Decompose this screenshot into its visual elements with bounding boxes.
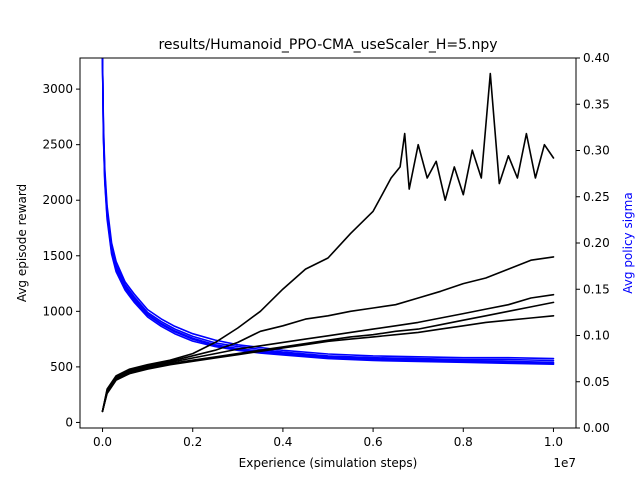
- x-tick-label: 1.0: [544, 435, 563, 449]
- y-right-tick-label: 0.25: [583, 190, 610, 204]
- y-axis-right-label: Avg policy sigma: [621, 192, 635, 293]
- reward-series-line-5: [101, 314, 555, 413]
- chart-title: results/Humanoid_PPO-CMA_useScaler_H=5.n…: [158, 37, 497, 53]
- x-tick-label: 0.2: [183, 435, 202, 449]
- y-left-tick-label: 1500: [42, 249, 73, 263]
- x-axis-label: Experience (simulation steps): [239, 456, 418, 470]
- y-left-tick-label: 1000: [42, 304, 73, 318]
- sigma-series-line-5: [101, 58, 555, 366]
- x-tick-label: 0.4: [273, 435, 292, 449]
- reward-series-line-2: [101, 256, 555, 413]
- reward-series-layer: [101, 72, 555, 413]
- x-tick-label: 0.0: [93, 435, 112, 449]
- y-left-tick-label: 500: [50, 360, 73, 374]
- reward-series-line-3: [101, 293, 555, 413]
- axes-layer: 0.0 0.2 0.4 0.6 0.8 1.0 0 500 1000 1500 2000 2500 30…: [42, 51, 609, 449]
- y-right-tick-label: 0.30: [583, 144, 610, 158]
- y-right-tick-label: 0.15: [583, 282, 610, 296]
- x-tick-label: 0.8: [454, 435, 473, 449]
- reward-series-line-4: [101, 301, 555, 413]
- x-axis-offset-label: 1e7: [553, 456, 576, 470]
- y-left-tick-label: 3000: [42, 82, 73, 96]
- y-right-tick-label: 0.10: [583, 329, 610, 343]
- y-left-tick-label: 2000: [42, 193, 73, 207]
- y-axis-left-label: Avg episode reward: [15, 184, 29, 302]
- sigma-series-layer: [101, 58, 555, 366]
- y-right-tick-label: 0.40: [583, 51, 610, 65]
- y-right-tick-label: 0.00: [583, 421, 610, 435]
- y-left-tick-label: 2500: [42, 138, 73, 152]
- y-right-tick-label: 0.35: [583, 97, 610, 111]
- y-right-tick-label: 0.20: [583, 236, 610, 250]
- y-right-tick-label: 0.05: [583, 375, 610, 389]
- reward-series-line-1: [101, 72, 555, 413]
- y-left-tick-label: 0: [65, 415, 73, 429]
- x-tick-label: 0.6: [364, 435, 383, 449]
